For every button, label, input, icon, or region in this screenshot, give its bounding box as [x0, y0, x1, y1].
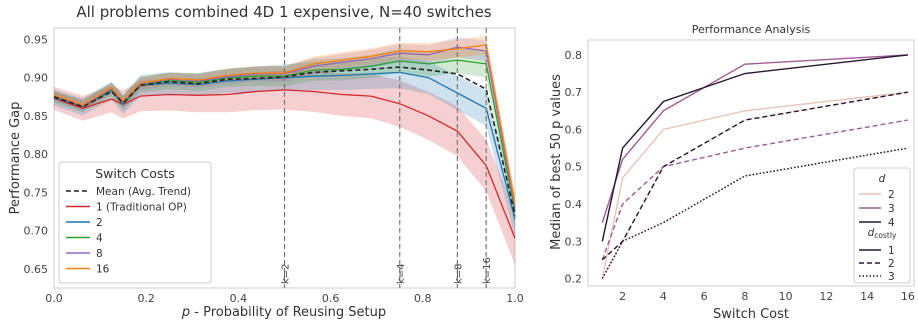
x-tick-label: 0.0	[45, 292, 63, 305]
x-tick-label: 14	[860, 290, 874, 303]
right-legend-title-dcostly: dcostly	[868, 227, 897, 240]
right-chart-title: Performance Analysis	[692, 23, 811, 36]
right-legend-title-dcostly-sub: costly	[874, 231, 897, 240]
y-tick-label: 0.65	[24, 263, 49, 276]
band-4	[54, 47, 515, 226]
x-tick-label: 4	[660, 290, 667, 303]
legend-label: 1	[888, 245, 895, 257]
x-tick-label: 0.6	[322, 292, 340, 305]
series-line-d4-dcostly2	[601, 91, 909, 261]
y-tick-label: 0.2	[565, 273, 583, 286]
legend-label: 4	[888, 217, 895, 229]
series-line-1-traditional-op-	[53, 89, 516, 239]
series-line-d4-dcostly3	[601, 147, 909, 279]
y-tick-label: 0.7	[565, 86, 583, 99]
y-tick-label: 0.5	[565, 161, 583, 174]
right-legend-title-d: d	[879, 173, 886, 185]
x-tick-label: 0.4	[230, 292, 248, 305]
y-tick-label: 0.4	[565, 198, 583, 211]
y-tick-label: 0.3	[565, 235, 583, 248]
legend-label: 2	[96, 217, 103, 229]
left-legend-box	[58, 161, 212, 284]
left-x-axis-label-var: p	[181, 305, 190, 320]
legend-label: 3	[888, 271, 895, 283]
x-tick-label: 2	[619, 290, 626, 303]
right-legend-title-dcostly-base: d	[868, 227, 875, 239]
left-x-axis-label-text: - Probability of Reusing Setup	[190, 305, 386, 320]
right-chart: Performance Analysis 2 4 6 8 10 12 14 16 0.20.3…	[549, 23, 915, 322]
band-8	[54, 37, 515, 219]
x-tick-label: 0.8	[414, 292, 432, 305]
legend-label: 2	[888, 189, 895, 201]
series-line-mean-avg-trend-	[53, 66, 516, 216]
right-x-axis-label: Switch Cost	[713, 307, 789, 322]
left-legend-title: Switch Costs	[95, 166, 175, 181]
series-line-16	[53, 44, 516, 205]
legend-label: 1 (Traditional OP)	[96, 202, 187, 214]
legend-label: 4	[96, 233, 103, 245]
y-tick-label: 0.80	[24, 148, 49, 161]
left-y-axis-label: Performance Gap	[8, 102, 23, 215]
x-tick-label: 16	[901, 290, 915, 303]
legend-label: 8	[96, 248, 103, 260]
legend-label: 2	[888, 258, 895, 270]
legend-label: Mean (Avg. Trend)	[96, 186, 191, 198]
vline-label: k=4	[396, 263, 407, 284]
series-line-d4-dcostly1	[601, 54, 908, 242]
x-tick-label: 12	[819, 290, 833, 303]
x-tick-label: 10	[779, 290, 793, 303]
legend-label: 3	[888, 203, 895, 215]
y-tick-label: 0.8	[565, 49, 583, 62]
x-tick-label: 0.2	[137, 292, 155, 305]
vline-label: k=16	[482, 257, 493, 284]
x-tick-label: 1.0	[506, 292, 524, 305]
left-chart-title: All problems combined 4D 1 expensive, N=…	[76, 3, 491, 21]
x-tick-label: 6	[701, 290, 708, 303]
y-tick-label: 0.75	[24, 186, 49, 199]
y-tick-label: 0.90	[24, 72, 49, 85]
left-legend: Switch Costs Mean (Avg. Trend) 1 (Traditi…	[58, 161, 212, 284]
y-tick-label: 0.6	[565, 123, 583, 136]
left-x-axis-label: p - Probability of Reusing Setup	[181, 305, 386, 320]
vline-label: k=8	[453, 263, 464, 284]
right-y-axis-label: Median of best 50 p values	[549, 74, 564, 250]
series-line-d2-dcostly1	[601, 91, 908, 279]
left-chart: All problems combined 4D 1 expensive, N=…	[8, 3, 524, 320]
legend-label: 16	[96, 264, 110, 276]
y-tick-label: 0.70	[24, 225, 49, 238]
y-tick-label: 0.85	[24, 110, 49, 123]
band-16	[54, 35, 515, 214]
x-tick-label: 8	[741, 290, 748, 303]
right-legend-box	[853, 167, 911, 284]
vline-label: k=2	[281, 263, 292, 284]
y-tick-label: 0.95	[24, 33, 49, 46]
